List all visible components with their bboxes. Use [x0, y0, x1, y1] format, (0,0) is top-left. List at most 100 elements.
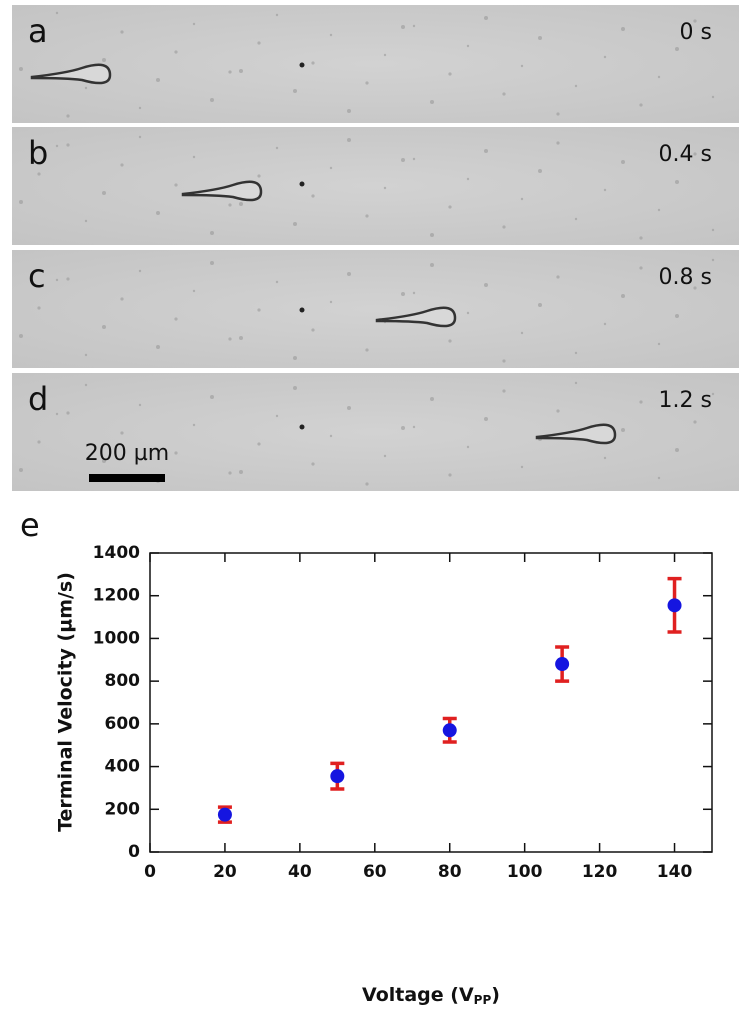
speck — [275, 146, 279, 150]
y-tick-label: 1000 — [93, 628, 140, 648]
speck — [574, 217, 578, 221]
micrograph — [12, 127, 739, 245]
speck — [538, 303, 542, 307]
speck — [120, 431, 124, 435]
speck — [502, 359, 506, 363]
speck — [430, 397, 434, 401]
speck — [120, 30, 124, 34]
speck — [502, 389, 506, 393]
speck — [603, 322, 607, 326]
data-point — [330, 769, 345, 784]
time-label: 0 s — [680, 20, 712, 45]
speck — [66, 277, 70, 281]
speck — [520, 331, 524, 335]
speck — [257, 442, 261, 446]
speck — [311, 61, 315, 65]
speck — [174, 183, 178, 187]
speck — [448, 205, 452, 209]
speck — [257, 41, 261, 45]
scale-bar — [89, 474, 165, 482]
panel-label: e — [20, 506, 40, 544]
speck — [102, 325, 106, 329]
data-point — [667, 598, 682, 613]
x-tick-label: 20 — [213, 862, 237, 882]
speck — [365, 348, 369, 352]
speck — [711, 258, 715, 262]
speck — [275, 13, 279, 17]
speck — [347, 109, 351, 113]
speck — [430, 263, 434, 267]
droplet — [375, 306, 457, 328]
x-tick-label: 0 — [144, 862, 156, 882]
speck — [239, 336, 243, 340]
speck — [520, 64, 524, 68]
x-tick-label: 100 — [507, 862, 543, 882]
y-tick-label: 1400 — [93, 543, 140, 563]
y-tick-label: 600 — [105, 714, 141, 734]
speck — [257, 174, 261, 178]
particle — [299, 62, 305, 68]
speck — [66, 143, 70, 147]
speck — [365, 214, 369, 218]
speck — [138, 135, 142, 139]
speck — [639, 400, 643, 404]
speck — [84, 353, 88, 357]
speck — [55, 144, 59, 148]
speck — [102, 459, 106, 463]
speck — [711, 392, 715, 396]
particle — [299, 181, 305, 187]
y-tick-label: 1200 — [93, 586, 140, 606]
speck — [228, 337, 232, 341]
speck — [383, 454, 387, 458]
speck — [293, 356, 297, 360]
speck — [19, 200, 23, 204]
y-tick-label: 200 — [105, 799, 141, 819]
speck — [448, 72, 452, 76]
speck — [37, 440, 41, 444]
speck — [347, 272, 351, 276]
speck — [675, 47, 679, 51]
x-label-text: Voltage (V — [362, 984, 474, 1006]
speck — [239, 69, 243, 73]
particle — [299, 307, 305, 313]
x-axis-label: Voltage (VPP) — [362, 984, 500, 1007]
speck — [156, 345, 160, 349]
speck — [102, 191, 106, 195]
data-point — [555, 657, 570, 672]
speck — [412, 291, 416, 295]
speck — [693, 286, 697, 290]
speck — [275, 280, 279, 284]
speck — [574, 381, 578, 385]
speck — [192, 423, 196, 427]
x-label-sub: PP — [474, 993, 492, 1007]
plot-frame — [149, 552, 713, 853]
speck — [466, 311, 470, 315]
panel-label: d — [28, 380, 48, 418]
speck — [174, 451, 178, 455]
speck — [401, 292, 405, 296]
speck — [693, 19, 697, 23]
x-tick-label: 120 — [582, 862, 618, 882]
speck — [556, 112, 560, 116]
speck — [675, 448, 679, 452]
speck — [311, 328, 315, 332]
speck — [84, 219, 88, 223]
speck — [675, 314, 679, 318]
speck — [401, 158, 405, 162]
speck — [275, 414, 279, 418]
speck — [84, 86, 88, 90]
speck — [574, 84, 578, 88]
speck — [657, 342, 661, 346]
speck — [37, 172, 41, 176]
panel-label: b — [28, 134, 48, 172]
y-tick-label: 400 — [105, 757, 141, 777]
scale-bar-label: 200 µm — [85, 441, 169, 466]
speck — [228, 70, 232, 74]
speck — [711, 228, 715, 232]
speck — [55, 11, 59, 15]
speck — [19, 67, 23, 71]
speck — [556, 409, 560, 413]
droplet — [181, 180, 263, 202]
speck — [174, 317, 178, 321]
